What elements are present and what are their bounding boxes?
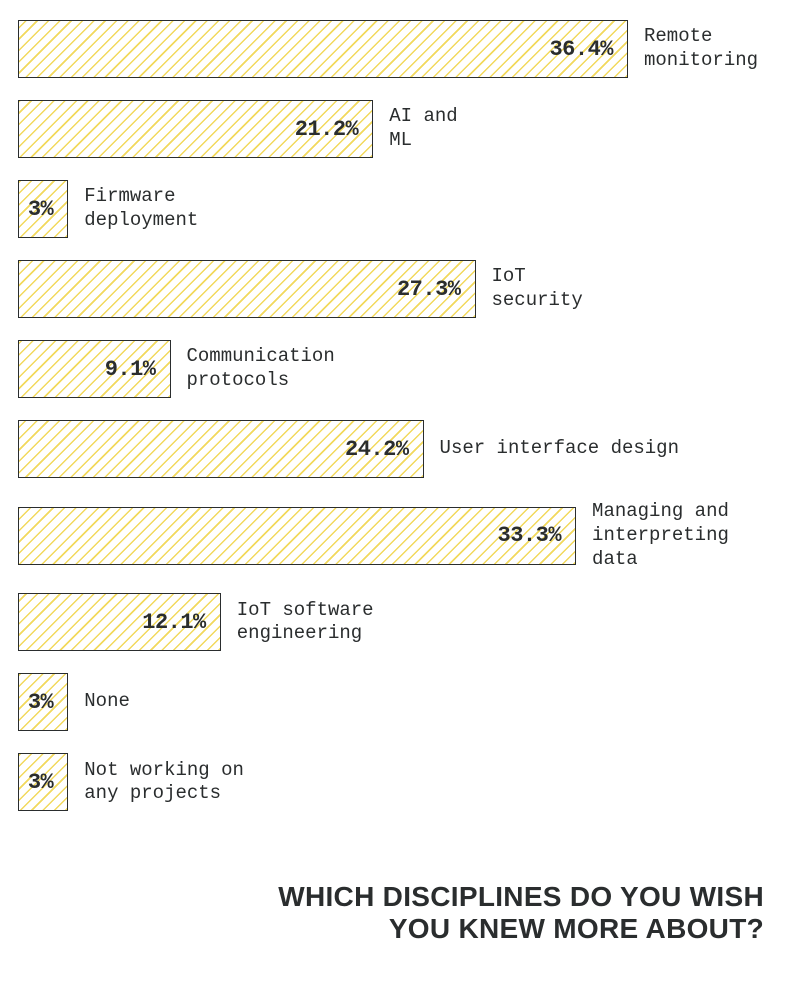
bar-value: 3% [28, 770, 53, 795]
bar-row: 3% Not working on any projects [18, 753, 782, 811]
bar-label: Remote monitoring [644, 25, 758, 73]
bar-label: Communication protocols [187, 345, 335, 393]
bar: 36.4% [18, 20, 628, 78]
bar-row: 24.2% User interface design [18, 420, 782, 478]
bar-label: None [84, 690, 130, 714]
bar-label: IoT security [492, 265, 583, 313]
bar-label: IoT software engineering [237, 599, 374, 647]
horizontal-bar-chart: 36.4% Remote monitoring 21.2% AI and ML 3% Fi… [18, 20, 782, 811]
bar-label: AI and ML [389, 105, 457, 153]
bar-value: 3% [28, 197, 53, 222]
bar: 33.3% [18, 507, 576, 565]
bar-label: Not working on any projects [84, 759, 244, 807]
bar-hatch-fill [19, 508, 575, 564]
bar: 3% [18, 673, 68, 731]
bar-label: Firmware deployment [84, 185, 198, 233]
bar: 9.1% [18, 340, 171, 398]
bar-value: 33.3% [498, 523, 562, 548]
bar: 27.3% [18, 260, 476, 318]
bar-row: 36.4% Remote monitoring [18, 20, 782, 78]
bar-row: 9.1% Communication protocols [18, 340, 782, 398]
bar-row: 27.3% IoT security [18, 260, 782, 318]
bar-hatch-fill [19, 21, 627, 77]
bar-row: 21.2% AI and ML [18, 100, 782, 158]
chart-title: WHICH DISCIPLINES DO YOU WISH YOU KNEW M… [278, 881, 764, 945]
bar-row: 3% Firmware deployment [18, 180, 782, 238]
chart-title-block: WHICH DISCIPLINES DO YOU WISH YOU KNEW M… [278, 881, 764, 945]
bar: 21.2% [18, 100, 373, 158]
bar: 12.1% [18, 593, 221, 651]
bar: 3% [18, 753, 68, 811]
bar-label: Managing and interpreting data [592, 500, 782, 571]
bar: 3% [18, 180, 68, 238]
bar-value: 9.1% [105, 357, 156, 382]
bar-value: 3% [28, 690, 53, 715]
bar-label: User interface design [440, 437, 679, 461]
bar-value: 27.3% [397, 277, 461, 302]
bar-row: 12.1% IoT software engineering [18, 593, 782, 651]
bar: 24.2% [18, 420, 424, 478]
bar-value: 24.2% [345, 437, 409, 462]
bar-row: 33.3% Managing and interpreting data [18, 500, 782, 571]
bar-value: 36.4% [549, 37, 613, 62]
bar-value: 21.2% [295, 117, 359, 142]
bar-value: 12.1% [142, 610, 206, 635]
bar-row: 3% None [18, 673, 782, 731]
